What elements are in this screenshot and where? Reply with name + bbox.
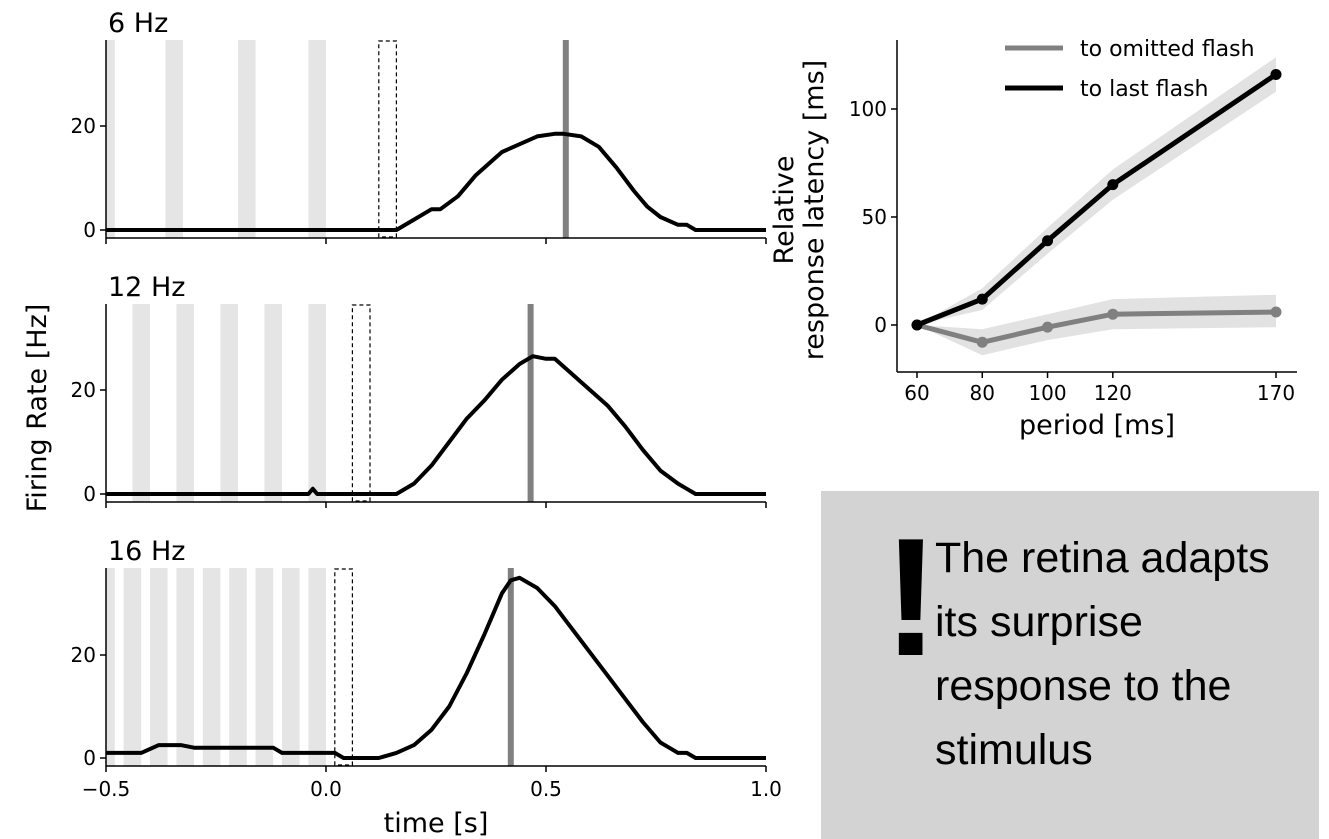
omitted-flash-box-12hz xyxy=(351,304,371,502)
omitted-flash-box-16hz xyxy=(334,568,353,766)
latency-point-last xyxy=(1042,235,1054,247)
y-tick-label-16hz: 0 xyxy=(83,746,96,770)
y-tick-label-6hz: 0 xyxy=(83,218,96,242)
firing-rate-trace-12hz xyxy=(106,354,766,496)
latency-point-omitted xyxy=(1107,308,1119,320)
panel-title-6hz: 6 Hz xyxy=(108,8,168,39)
y-tick-label-12hz: 20 xyxy=(71,378,96,402)
flash-bar-12hz xyxy=(264,304,282,502)
latency-point-omitted xyxy=(976,336,988,348)
latency-x-tick-label: 80 xyxy=(970,381,995,405)
latency-y-tick-label: 50 xyxy=(862,205,887,229)
latency-point-omitted xyxy=(1042,321,1054,333)
y-tick-label-12hz: 0 xyxy=(83,482,96,506)
panel-title-16hz: 16 Hz xyxy=(108,536,185,567)
latency-point-last xyxy=(1270,68,1282,80)
flash-bar-16hz xyxy=(308,568,326,766)
y-tick-label-16hz: 20 xyxy=(71,643,96,667)
x-tick-label-16hz: −0.5 xyxy=(82,777,131,801)
legend-label-last: to last flash xyxy=(1080,77,1209,102)
flash-bar-6hz xyxy=(106,40,115,238)
latency-line-last xyxy=(916,72,1278,328)
flash-bar-6hz xyxy=(238,40,256,238)
x-tick-label-16hz: 0.0 xyxy=(310,777,342,801)
exclamation-icon: ! xyxy=(883,503,939,691)
error-band-last xyxy=(917,57,1276,325)
time-axis-label: time [s] xyxy=(384,808,489,839)
panel-12hz xyxy=(100,304,767,508)
flash-bar-6hz xyxy=(308,40,326,238)
flash-bar-6hz xyxy=(165,40,183,238)
y-tick-label-6hz: 20 xyxy=(71,114,96,138)
flash-bar-16hz xyxy=(150,568,168,766)
latency-y-tick-label: 0 xyxy=(874,313,887,337)
flash-bar-12hz xyxy=(220,304,238,502)
legend-label-omitted: to omitted flash xyxy=(1080,37,1255,62)
omitted-flash-box-6hz xyxy=(378,40,397,238)
panel-title-12hz: 12 Hz xyxy=(108,272,185,303)
latency-axis-label-line: response latency [ms] xyxy=(799,60,830,360)
error-band-omitted xyxy=(917,294,1276,356)
latency-x-tick-label: 60 xyxy=(904,381,929,405)
latency-point-last xyxy=(1107,179,1119,191)
latency-axis-label-line: Relative xyxy=(769,156,800,265)
flash-bar-16hz xyxy=(282,568,300,766)
x-tick-label-16hz: 0.5 xyxy=(530,777,562,801)
firing-rate-axis-label: Firing Rate [Hz] xyxy=(22,304,53,513)
flash-bar-16hz xyxy=(202,568,221,766)
panel-16hz xyxy=(100,568,767,772)
callout-box xyxy=(821,491,1319,839)
latency-point-last xyxy=(976,293,988,305)
latency-point-last xyxy=(911,319,923,331)
panel-6hz xyxy=(100,40,767,244)
period-axis-label: period [ms] xyxy=(1019,410,1175,441)
firing-rate-trace-16hz xyxy=(106,575,766,760)
flash-bar-16hz xyxy=(255,568,274,766)
latency-point-omitted xyxy=(1270,306,1282,318)
flash-bar-16hz xyxy=(229,568,247,766)
latency-x-tick-label: 120 xyxy=(1094,381,1132,405)
flash-bar-12hz xyxy=(308,304,326,502)
flash-bar-16hz xyxy=(106,568,115,766)
x-tick-label-16hz: 1.0 xyxy=(750,777,782,801)
flash-bar-16hz xyxy=(123,568,142,766)
latency-x-tick-label: 170 xyxy=(1257,381,1295,405)
firing-rate-trace-6hz xyxy=(106,131,766,232)
callout-text: The retina adapts its surprise response … xyxy=(935,534,1270,774)
flash-bar-16hz xyxy=(176,568,194,766)
latency-panel: Relativeresponse latency [ms] xyxy=(769,40,1297,378)
latency-x-tick-label: 100 xyxy=(1028,381,1066,405)
flash-bar-12hz xyxy=(132,304,150,502)
flash-bar-12hz xyxy=(176,304,194,502)
latency-y-tick-label: 100 xyxy=(849,97,887,121)
latency-axis-label: Relativeresponse latency [ms] xyxy=(769,60,830,360)
